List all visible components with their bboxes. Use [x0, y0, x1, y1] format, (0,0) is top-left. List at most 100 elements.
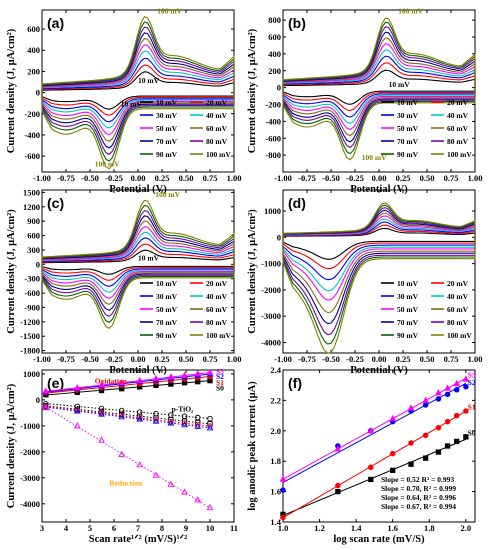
y-tick-label: -1500: [20, 331, 40, 341]
y-tick-label: 2.2: [270, 395, 281, 405]
data-point: [422, 432, 429, 439]
x-tick-label: 1.4: [351, 523, 362, 533]
x-tick-label: 0.25: [396, 354, 411, 364]
y-tick-label: 1200: [23, 202, 40, 212]
legend-label: 90 mV: [397, 150, 419, 159]
y-axis-label: Current density (J, µA/cm²): [6, 383, 17, 508]
data-point: [73, 407, 81, 414]
data-point: [194, 370, 202, 377]
legend-label: 60 mV: [447, 305, 469, 314]
panel-2: -1.00 -0.75 -0.50 -0.25 0.00 0.25 0.50 0.75 1.00…: [6, 187, 241, 376]
panel-label: (b): [288, 15, 306, 31]
data-point: [167, 373, 175, 380]
cv-curve-30mV: [282, 55, 476, 118]
legend-label: 50 mV: [397, 305, 419, 314]
x-tick-label: 0.00: [131, 173, 146, 183]
y-tick-label: -2000: [261, 285, 281, 295]
legend-label: 100 mV: [447, 331, 472, 340]
data-point: [463, 383, 469, 390]
x-tick-label: 4: [64, 523, 69, 533]
y-axis-label: Current density (J, µA/cm²): [247, 209, 258, 334]
x-tick-label: 0.75: [203, 354, 218, 364]
data-point: [42, 403, 50, 411]
y-tick-label: -1200: [20, 317, 40, 327]
y-tick-label: 0: [277, 83, 281, 93]
x-axis-label: Scan rate¹ᐟ² (mV/S)¹ᐟ²: [89, 533, 187, 545]
data-point: [73, 422, 81, 429]
y-tick-label: -200: [24, 109, 40, 119]
y-tick-label: 600: [27, 231, 40, 241]
data-point: [206, 368, 214, 376]
data-point: [407, 404, 415, 411]
legend-label: 70 mV: [156, 318, 178, 327]
y-tick-label: 1000: [23, 369, 40, 379]
legend-label: 70 mV: [397, 137, 419, 146]
data-point: [335, 488, 341, 495]
x-tick-label: -1.00: [274, 354, 292, 364]
legend-label: 40 mV: [447, 111, 469, 120]
x-tick-label: -1.00: [33, 173, 51, 183]
x-tick-label: -0.25: [346, 354, 364, 364]
x-tick-label: 0.75: [444, 354, 459, 364]
x-tick-label: 1.00: [227, 354, 242, 364]
data-point: [422, 455, 429, 461]
data-point: [453, 387, 460, 393]
legend-label: 10 mV: [397, 279, 419, 288]
legend-label: 20 mV: [447, 279, 469, 288]
data-point: [435, 389, 442, 396]
legend-label: Slope = 0.52 R² = 0.993: [381, 475, 454, 484]
cv-curve-100mV: [282, 202, 476, 354]
data-point: [42, 387, 50, 394]
data-point: [206, 503, 214, 511]
x-tick-label: 0.25: [155, 354, 170, 364]
y-tick-label: 200: [27, 66, 40, 76]
panel-5: 1.0 1.2 1.4 1.6 1.8 2.0 1.4 1.6 1.8 2.0 2.2 2.4 log …: [247, 365, 476, 545]
legend-label: 60 mV: [206, 305, 228, 314]
x-tick-label: 1.00: [227, 173, 242, 183]
y-tick-label: 1.4: [270, 517, 281, 527]
y-axis-label: log anodic peak current (µA): [247, 381, 258, 511]
y-tick-label: 0: [36, 395, 40, 405]
x-tick-label: -0.25: [346, 173, 364, 183]
annotation: 10 mV: [121, 99, 143, 108]
y-tick-label: -4000: [20, 499, 40, 509]
data-point: [279, 475, 287, 482]
x-tick-label: 0.50: [179, 354, 194, 364]
data-point: [207, 415, 213, 422]
data-point: [422, 396, 429, 403]
data-point: [280, 514, 286, 521]
x-tick-label: 8: [160, 523, 164, 533]
annotation: 10 mV: [138, 76, 160, 85]
data-point: [444, 443, 451, 449]
legend-label: 100 mV: [447, 150, 472, 159]
data-point: [453, 379, 461, 387]
y-tick-label: 1.6: [270, 487, 281, 497]
fit-line: [282, 382, 467, 483]
annotation: S0: [216, 384, 224, 393]
legend-label: 50 mV: [397, 124, 419, 133]
data-point: [195, 422, 201, 428]
x-tick-label: 0.00: [131, 354, 146, 364]
x-tick-label: 1.00: [468, 354, 483, 364]
x-tick-label: 9: [184, 523, 188, 533]
legend-label: 40 mV: [206, 292, 228, 301]
annotation: S1: [468, 403, 476, 412]
annotation: p-TiO₂: [172, 404, 194, 413]
data-point: [435, 449, 442, 455]
y-tick-label: 200: [268, 66, 281, 76]
x-tick-label: 1.2: [314, 523, 325, 533]
data-point: [444, 384, 451, 391]
data-point: [181, 418, 188, 424]
data-point: [98, 410, 105, 417]
y-tick-label: -300: [24, 274, 40, 284]
data-point: [118, 413, 126, 420]
legend-label: 60 mV: [206, 124, 228, 133]
annotation: S3: [216, 367, 224, 376]
y-tick-label: -1000: [20, 421, 40, 431]
data-point: [181, 488, 188, 495]
y-tick-label: 400: [268, 49, 281, 59]
data-point: [389, 414, 397, 422]
data-point: [73, 384, 81, 391]
data-point: [422, 402, 429, 408]
cv-curve-100mV: [41, 199, 235, 329]
